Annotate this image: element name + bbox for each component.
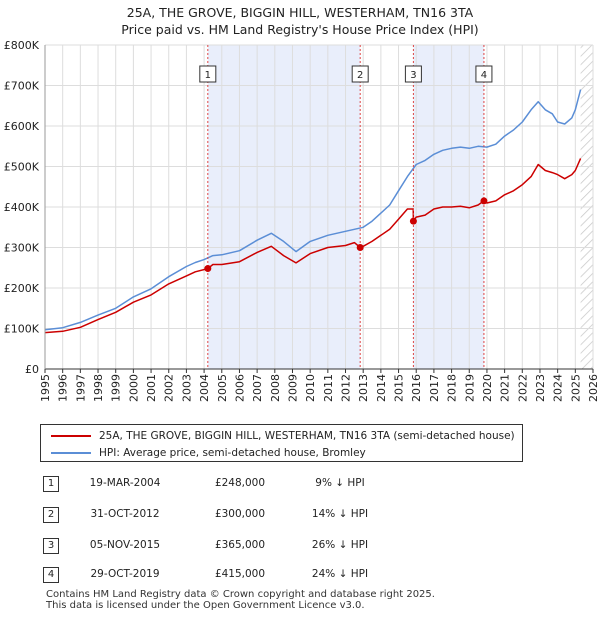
x-tick-label: 2016 (410, 374, 423, 402)
transaction-number: 4 (43, 567, 59, 583)
x-tick-label: 2004 (198, 374, 211, 402)
chart-annotations: 1 2 3 4 (199, 45, 493, 369)
y-tick-label: £400K (4, 201, 40, 214)
price-chart: 1 2 3 4 £0 £100K £200K £300K £400K £500K £600K £70… (4, 39, 600, 402)
chart-grid (44, 44, 594, 370)
transaction-point (480, 197, 488, 205)
transaction-date: 05-NOV-2015 (89, 539, 161, 551)
y-tick-label: £500K (4, 161, 40, 174)
y-tick-label: £200K (4, 282, 40, 295)
transaction-marker-label: 2 (357, 70, 363, 81)
x-tick-label: 2024 (552, 374, 565, 402)
x-tick-label: 2021 (499, 374, 512, 402)
transaction-marker-box (404, 65, 422, 83)
x-tick-label: 2008 (269, 374, 282, 402)
transaction-row: 1 19-MAR-2004 £248,000 9% ↓ HPI (0, 474, 600, 496)
transaction-hpi-diff: 24% ↓ HPI (311, 568, 369, 580)
property-price-line (44, 158, 582, 334)
transaction-price: £248,000 (214, 477, 266, 489)
transaction-marker-box (475, 65, 493, 83)
chart-legend: 25A, THE GROVE, BIGGIN HILL, WESTERHAM, … (40, 424, 523, 462)
x-tick-label: 2022 (516, 374, 529, 402)
legend-label-hpi: HPI: Average price, semi-detached house,… (99, 447, 366, 459)
transaction-date: 31-OCT-2012 (90, 508, 160, 520)
chart-title-line-1: 25A, THE GROVE, BIGGIN HILL, WESTERHAM, … (126, 5, 474, 20)
chart-axes: £0 £100K £200K £300K £400K £500K £600K £700K £80… (4, 39, 600, 402)
legend-swatch-hpi (51, 452, 91, 454)
x-tick-label: 2018 (446, 374, 459, 402)
transaction-row: 4 29-OCT-2019 £415,000 24% ↓ HPI (0, 565, 600, 587)
y-tick-label: £100K (4, 323, 40, 336)
chart-title-line-2: Price paid vs. HM Land Registry's House … (121, 22, 479, 37)
transaction-price: £415,000 (214, 568, 266, 580)
x-tick-label: 2009 (286, 374, 299, 402)
hpi-line (44, 89, 582, 331)
transaction-marker-label: 3 (410, 70, 416, 81)
transaction-marker-label: 4 (481, 70, 487, 81)
transaction-price: £300,000 (214, 508, 266, 520)
footer-licence: This data is licensed under the Open Gov… (46, 599, 365, 611)
x-tick-label: 2005 (216, 374, 229, 402)
transaction-row: 3 05-NOV-2015 £365,000 26% ↓ HPI (0, 536, 600, 558)
y-tick-label: £0 (25, 363, 39, 376)
y-tick-label: £800K (4, 39, 40, 52)
transaction-hpi-diff: 14% ↓ HPI (311, 508, 369, 520)
x-tick-label: 2002 (163, 374, 176, 402)
transaction-number: 2 (43, 507, 59, 523)
y-tick-label: £700K (4, 80, 40, 93)
transaction-hpi-diff: 9% ↓ HPI (315, 477, 365, 489)
chart-title: 25A, THE GROVE, BIGGIN HILL, WESTERHAM, … (0, 4, 600, 38)
x-tick-label: 1995 (39, 374, 52, 402)
x-tick-label: 1996 (57, 374, 70, 402)
transaction-marker-box (199, 65, 217, 83)
x-tick-label: 2023 (534, 374, 547, 402)
x-tick-label: 2001 (145, 374, 158, 402)
x-tick-label: 2015 (393, 374, 406, 402)
y-tick-label: £300K (4, 242, 40, 255)
x-tick-label: 2026 (587, 374, 600, 402)
x-tick-label: 1999 (110, 374, 123, 402)
transaction-row: 2 31-OCT-2012 £300,000 14% ↓ HPI (0, 505, 600, 527)
transaction-number: 1 (43, 476, 59, 492)
transaction-marker-label: 1 (205, 70, 211, 81)
x-tick-label: 2019 (463, 374, 476, 402)
legend-swatch-property (51, 435, 91, 437)
transaction-point (409, 217, 417, 225)
x-tick-label: 2003 (180, 374, 193, 402)
x-tick-label: 2025 (569, 374, 582, 402)
x-tick-label: 2012 (340, 374, 353, 402)
transaction-price: £365,000 (214, 539, 266, 551)
legend-label-property: 25A, THE GROVE, BIGGIN HILL, WESTERHAM, … (99, 430, 515, 442)
transaction-point (204, 265, 212, 273)
transaction-number: 3 (43, 538, 59, 554)
x-tick-label: 2011 (322, 374, 335, 402)
x-tick-label: 2020 (481, 374, 494, 402)
x-tick-label: 2013 (357, 374, 370, 402)
x-tick-label: 2000 (127, 374, 140, 402)
transaction-hpi-diff: 26% ↓ HPI (311, 539, 369, 551)
transaction-marker-box (351, 65, 369, 83)
x-tick-label: 2017 (428, 374, 441, 402)
footer-copyright: Contains HM Land Registry data © Crown c… (46, 589, 435, 600)
transaction-date: 29-OCT-2019 (90, 568, 160, 580)
transaction-date: 19-MAR-2004 (89, 477, 161, 489)
y-tick-label: £600K (4, 120, 40, 133)
x-tick-label: 2010 (304, 374, 317, 402)
x-tick-label: 1997 (74, 374, 87, 402)
chart-series (44, 89, 582, 334)
footer-attribution: Contains HM Land Registry data © Crown c… (46, 589, 435, 611)
x-tick-label: 1998 (92, 374, 105, 402)
transaction-point (356, 244, 364, 251)
x-tick-label: 2006 (233, 374, 246, 402)
x-tick-label: 2007 (251, 374, 264, 402)
x-tick-label: 2014 (375, 374, 388, 402)
